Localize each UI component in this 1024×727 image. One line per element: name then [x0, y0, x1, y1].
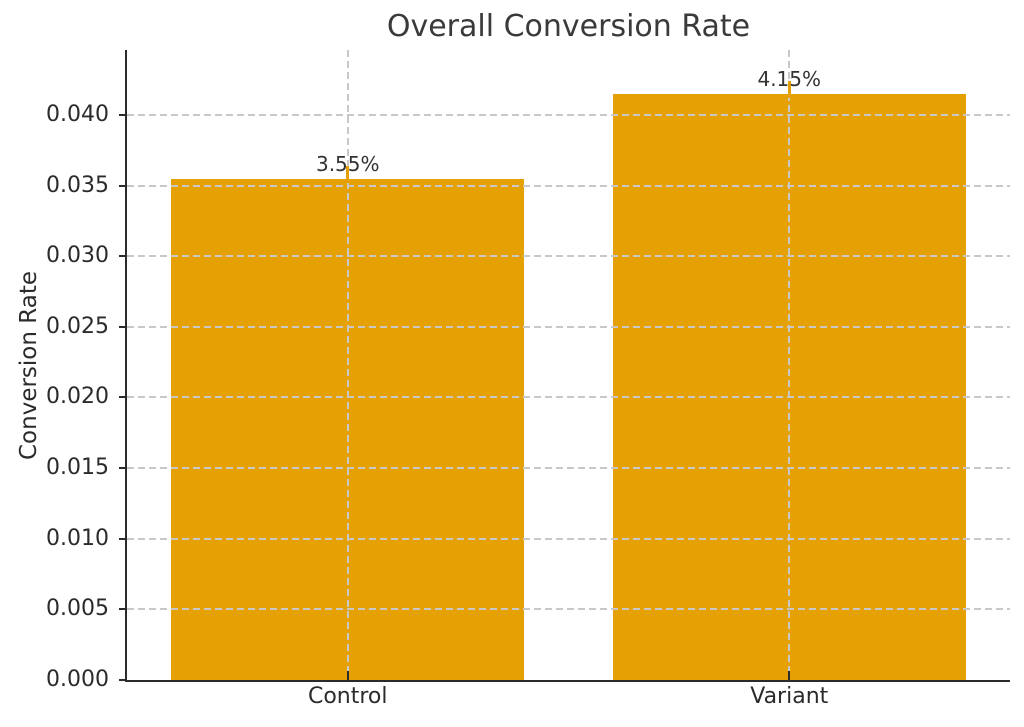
plot-area: 3.55% 4.15% — [125, 50, 1010, 682]
gridline-horizontal — [127, 396, 1010, 399]
gridline-horizontal — [127, 184, 1010, 187]
gridline-horizontal — [127, 255, 1010, 258]
y-tick-label: 0.030 — [46, 243, 109, 269]
y-axis-tick — [119, 113, 126, 116]
annotation-layer: 3.55% 4.15% — [127, 50, 1010, 680]
y-tick-label: 0.040 — [46, 101, 109, 127]
x-axis-line — [125, 680, 1010, 682]
gridline-horizontal — [127, 467, 1010, 470]
y-axis-title: Conversion Rate — [16, 270, 42, 460]
chart-title: Overall Conversion Rate — [386, 9, 751, 44]
y-tick-label: 0.005 — [46, 596, 109, 622]
gridline-vertical — [346, 50, 349, 680]
y-tick-label: 0.035 — [46, 172, 109, 198]
error-bar — [346, 165, 350, 183]
y-axis-tick — [119, 679, 126, 681]
y-tick-label: 0.020 — [46, 384, 109, 410]
gridline-vertical — [788, 50, 791, 680]
bar-value-label: 3.55% — [315, 151, 380, 176]
error-bar — [787, 81, 791, 98]
y-axis-tick — [119, 467, 126, 470]
bar-value-label: 4.15% — [757, 67, 822, 92]
y-axis-tick — [119, 325, 126, 328]
y-axis-title-wrap: Conversion Rate — [8, 50, 50, 680]
gridline-horizontal — [127, 113, 1010, 116]
x-tick-label: Control — [307, 684, 388, 709]
gridline-horizontal — [127, 325, 1010, 328]
gridline-horizontal — [127, 537, 1010, 540]
y-axis-tick — [119, 608, 126, 611]
y-tick-label: 0.025 — [46, 313, 109, 339]
x-axis-tick — [346, 671, 349, 680]
y-tick-label: 0.010 — [46, 525, 109, 551]
y-axis-tick — [119, 396, 126, 399]
y-tick-label: 0.015 — [46, 455, 109, 481]
gridline-layer — [127, 50, 1010, 680]
y-axis-tick — [119, 255, 126, 258]
gridline-horizontal — [127, 608, 1010, 611]
y-axis-tick — [119, 184, 126, 187]
y-axis-line — [125, 50, 127, 682]
y-axis-tick — [119, 537, 126, 540]
x-axis-tick — [788, 671, 791, 680]
y-tick-label: 0.000 — [46, 667, 109, 692]
x-tick-label: Variant — [750, 684, 829, 709]
